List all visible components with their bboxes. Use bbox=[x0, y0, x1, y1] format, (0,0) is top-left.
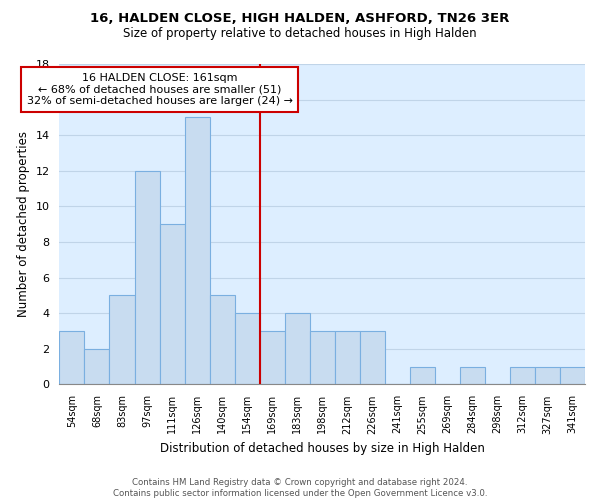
Bar bbox=[160, 224, 185, 384]
Bar bbox=[134, 171, 160, 384]
Text: 16, HALDEN CLOSE, HIGH HALDEN, ASHFORD, TN26 3ER: 16, HALDEN CLOSE, HIGH HALDEN, ASHFORD, … bbox=[91, 12, 509, 26]
Bar bbox=[235, 313, 260, 384]
Bar bbox=[209, 296, 235, 384]
Bar bbox=[109, 296, 134, 384]
Text: Size of property relative to detached houses in High Halden: Size of property relative to detached ho… bbox=[123, 28, 477, 40]
Bar bbox=[535, 366, 560, 384]
Bar bbox=[360, 331, 385, 384]
Bar bbox=[185, 118, 209, 384]
Bar bbox=[510, 366, 535, 384]
Bar bbox=[310, 331, 335, 384]
Bar bbox=[460, 366, 485, 384]
Bar bbox=[284, 313, 310, 384]
X-axis label: Distribution of detached houses by size in High Halden: Distribution of detached houses by size … bbox=[160, 442, 485, 455]
Bar bbox=[85, 349, 109, 384]
Bar bbox=[410, 366, 435, 384]
Bar bbox=[335, 331, 360, 384]
Text: Contains HM Land Registry data © Crown copyright and database right 2024.
Contai: Contains HM Land Registry data © Crown c… bbox=[113, 478, 487, 498]
Bar bbox=[560, 366, 585, 384]
Text: 16 HALDEN CLOSE: 161sqm
← 68% of detached houses are smaller (51)
32% of semi-de: 16 HALDEN CLOSE: 161sqm ← 68% of detache… bbox=[26, 73, 293, 106]
Y-axis label: Number of detached properties: Number of detached properties bbox=[17, 131, 30, 317]
Bar bbox=[59, 331, 85, 384]
Bar bbox=[260, 331, 284, 384]
